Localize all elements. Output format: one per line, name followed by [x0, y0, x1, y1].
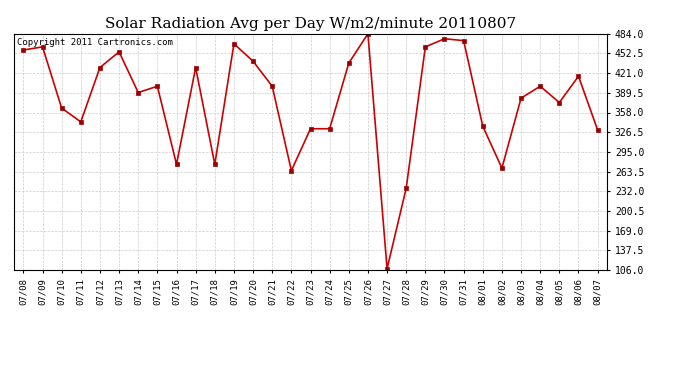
- Text: Copyright 2011 Cartronics.com: Copyright 2011 Cartronics.com: [17, 39, 172, 48]
- Title: Solar Radiation Avg per Day W/m2/minute 20110807: Solar Radiation Avg per Day W/m2/minute …: [105, 17, 516, 31]
